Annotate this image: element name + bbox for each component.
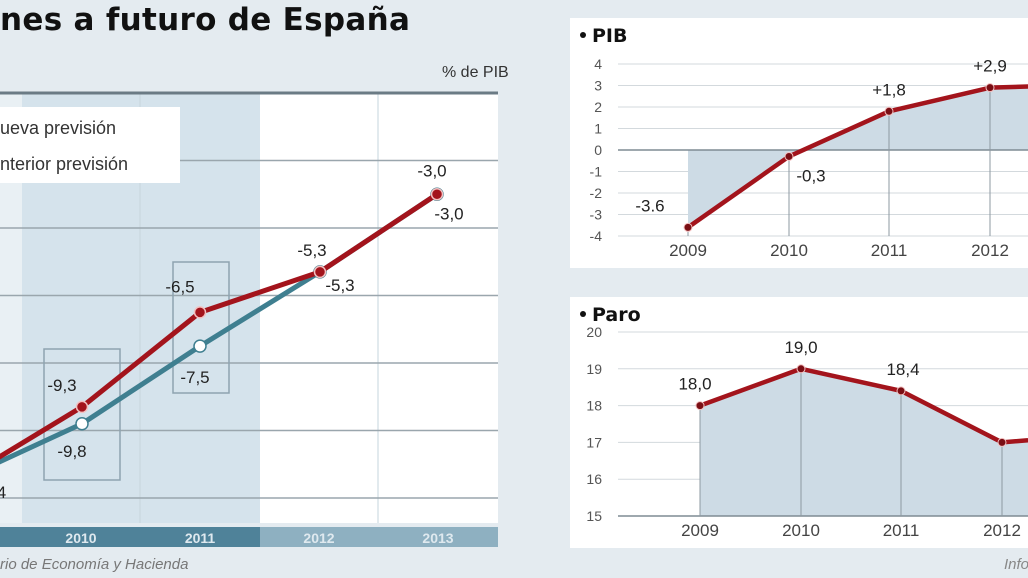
pib-point-2011 <box>884 106 894 116</box>
pib-label-2012: +2,9 <box>973 57 1007 76</box>
point-nueva-2012 <box>313 265 327 279</box>
paro-point-2010 <box>796 364 806 374</box>
pib-ytick: 4 <box>594 56 602 72</box>
pib-ytick: -1 <box>590 164 603 180</box>
paro-point-2012 <box>997 437 1007 447</box>
label-nueva-2010: -9,3 <box>47 376 76 395</box>
paro-xtick-2012: 2012 <box>983 521 1021 540</box>
pib-label-2011: +1,8 <box>872 80 906 99</box>
point-nueva-2010 <box>75 400 89 414</box>
label-anterior-2013: -3,0 <box>434 204 463 223</box>
paro-point-2011 <box>896 386 906 396</box>
pib-area <box>688 86 1028 228</box>
credit-note: Info <box>1004 556 1028 573</box>
label-nueva-2013: -3,0 <box>417 161 446 180</box>
paro-ytick: 15 <box>586 508 602 524</box>
paro-xtick-2011: 2011 <box>883 521 920 540</box>
paro-bullet-icon <box>580 311 586 317</box>
label-anterior-2012: -5,3 <box>325 276 354 295</box>
year-label-2013: 2013 <box>422 530 453 546</box>
year-bar-2009 <box>0 527 22 547</box>
year-bar-2010 <box>22 527 140 547</box>
pib-label-2009: -3.6 <box>635 196 664 215</box>
paro-label-2010: 19,0 <box>784 338 817 357</box>
paro-label-2011: 18,4 <box>886 360 919 379</box>
paro-ytick: 16 <box>586 471 602 487</box>
year-label-2010: 2010 <box>65 530 96 546</box>
paro-area <box>700 368 1028 516</box>
pib-ytick: 1 <box>594 121 602 137</box>
paro-ytick: 18 <box>586 398 602 414</box>
paro-ytick: 19 <box>586 361 602 377</box>
year-bar-2012 <box>260 527 378 547</box>
point-anterior-2011 <box>193 339 207 353</box>
pib-ytick: 3 <box>594 78 602 94</box>
pib-title: PIB <box>592 25 627 47</box>
pib-xtick-2012: 2012 <box>971 241 1009 260</box>
year-label-2012: 2012 <box>303 530 334 546</box>
year-bar-2013 <box>378 527 498 547</box>
pib-point-2010 <box>784 151 794 161</box>
pib-ytick: -3 <box>590 207 603 223</box>
paro-point-2009 <box>695 401 705 411</box>
pib-ytick: -2 <box>590 185 603 201</box>
point-nueva-2011 <box>193 306 207 319</box>
label-nueva-2012: -5,3 <box>297 241 326 260</box>
pib-label-2010: -0,3 <box>796 166 825 185</box>
highlight-box-2010 <box>43 348 121 481</box>
paro-xtick-2009: 2009 <box>681 521 719 540</box>
pib-xtick-2009: 2009 <box>669 241 707 260</box>
point-anterior-2010 <box>75 417 89 431</box>
pib-bullet-icon <box>580 32 586 38</box>
label-nueva-2011: -6,5 <box>165 277 194 296</box>
year-label-2011: 2011 <box>185 530 216 546</box>
pib-ytick: 0 <box>594 142 602 158</box>
paro-title: Paro <box>592 304 641 326</box>
paro-ytick: 17 <box>586 434 602 450</box>
paro-ytick: 20 <box>586 324 602 340</box>
pib-ytick: 2 <box>594 99 602 115</box>
paro-label-2009: 18,0 <box>678 375 711 394</box>
legend-label-nueva: ueva previsión <box>0 118 116 138</box>
label-anterior-2011: -7,5 <box>180 368 209 387</box>
year-bar-2011 <box>140 527 260 547</box>
chart-title: nes a futuro de España <box>0 2 411 38</box>
point-nueva-2013 <box>430 188 444 201</box>
pib-xtick-2011: 2011 <box>871 241 908 260</box>
legend-box <box>0 107 180 183</box>
pib-ytick: -4 <box>590 228 603 244</box>
pib-point-2012 <box>985 83 995 93</box>
unit-label: % de PIB <box>442 64 509 81</box>
label-nueva-2009: ,4 <box>0 483 6 502</box>
pib-xtick-2010: 2010 <box>770 241 808 260</box>
legend-label-anterior: nterior previsión <box>0 154 128 174</box>
source-note: rio de Economía y Hacienda <box>0 556 189 573</box>
label-anterior-2010: -9,8 <box>57 442 86 461</box>
paro-xtick-2010: 2010 <box>782 521 820 540</box>
pib-point-2009 <box>683 222 693 232</box>
shaded-2009-band <box>0 93 22 523</box>
